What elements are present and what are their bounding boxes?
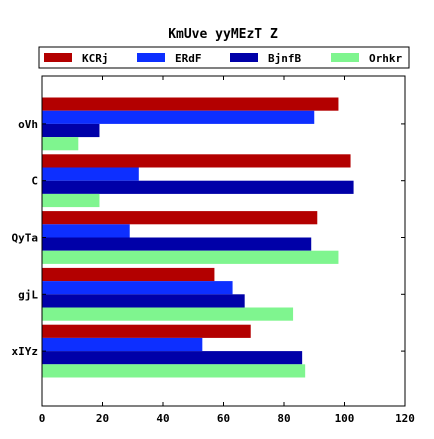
bar-BjnfB-oVh: [42, 123, 100, 138]
x-tick-label: 0: [39, 412, 46, 425]
bar-ERdF-QyTa: [42, 224, 130, 238]
x-tick-label: 20: [96, 412, 109, 425]
bar-ERdF-oVh: [42, 110, 315, 124]
x-tick-label: 80: [277, 412, 290, 425]
bar-Orhkr-xIYz: [42, 364, 306, 378]
bar-BjnfB-gjL: [42, 294, 245, 308]
bar-ERdF-C: [42, 167, 139, 181]
chart-title: KmUve yyMEzT Z: [168, 27, 278, 42]
bars-group: [42, 97, 354, 378]
legend-label-KCRj: KCRj: [82, 52, 109, 65]
x-tick-label: 40: [156, 412, 169, 425]
bar-Orhkr-C: [42, 193, 100, 208]
y-axis: oVh C QyTa gjL xIYz: [12, 118, 405, 358]
bar-BjnfB-C: [42, 180, 354, 194]
bar-KCRj-C: [42, 154, 351, 168]
legend-label-BjnfB: BjnfB: [268, 52, 301, 65]
legend-swatch-ERdF: [137, 53, 165, 62]
y-tick-label: xIYz: [12, 345, 39, 358]
legend-box: [38, 46, 410, 69]
y-tick-label: C: [31, 175, 38, 188]
legend-swatch-KCRj: [44, 53, 72, 62]
y-tick-label: oVh: [18, 118, 38, 131]
x-axis: 0 20 40 60 80 100 120: [39, 76, 415, 425]
bar-KCRj-QyTa: [42, 211, 318, 225]
bar-KCRj-gjL: [42, 267, 215, 282]
bar-ERdF-xIYz: [42, 337, 203, 352]
legend-swatch-BjnfB: [230, 53, 258, 62]
legend-label-Orhkr: Orhkr: [369, 52, 402, 65]
bar-Orhkr-oVh: [42, 137, 79, 151]
x-tick-label: 60: [217, 412, 230, 425]
legend: KCRj ERdF BjnfB Orhkr: [38, 46, 410, 69]
legend-swatch-Orhkr: [331, 53, 359, 62]
y-tick-label: QyTa: [12, 232, 39, 245]
legend-label-ERdF: ERdF: [175, 52, 202, 65]
bar-Orhkr-gjL: [42, 307, 294, 321]
y-tick-label: gjL: [18, 288, 38, 301]
bar-KCRj-oVh: [42, 97, 339, 111]
bar-KCRj-xIYz: [42, 324, 251, 338]
x-tick-label: 100: [335, 412, 355, 425]
x-tick-label: 120: [395, 412, 415, 425]
bar-BjnfB-xIYz: [42, 351, 303, 365]
bar-Orhkr-QyTa: [42, 250, 339, 264]
bar-ERdF-gjL: [42, 281, 233, 295]
bar-BjnfB-QyTa: [42, 237, 312, 251]
